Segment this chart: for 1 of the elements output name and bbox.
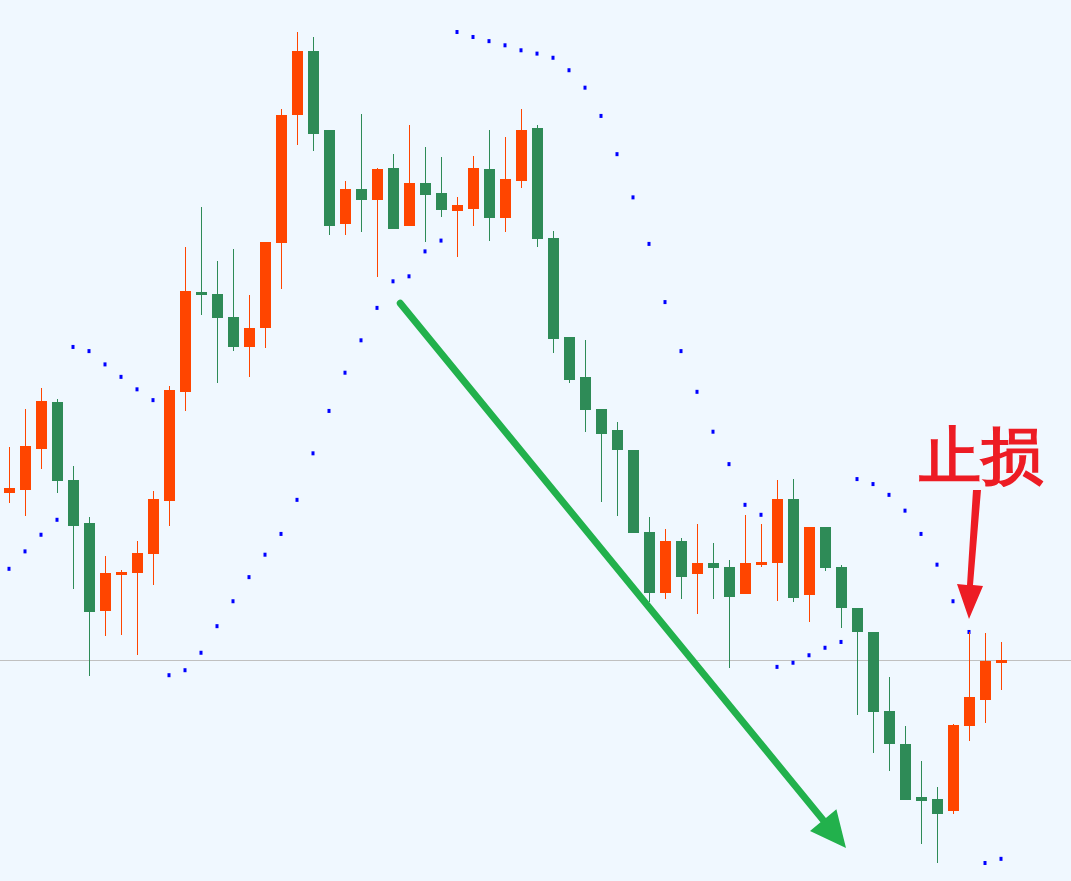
annotation: 止损 (919, 421, 1043, 490)
